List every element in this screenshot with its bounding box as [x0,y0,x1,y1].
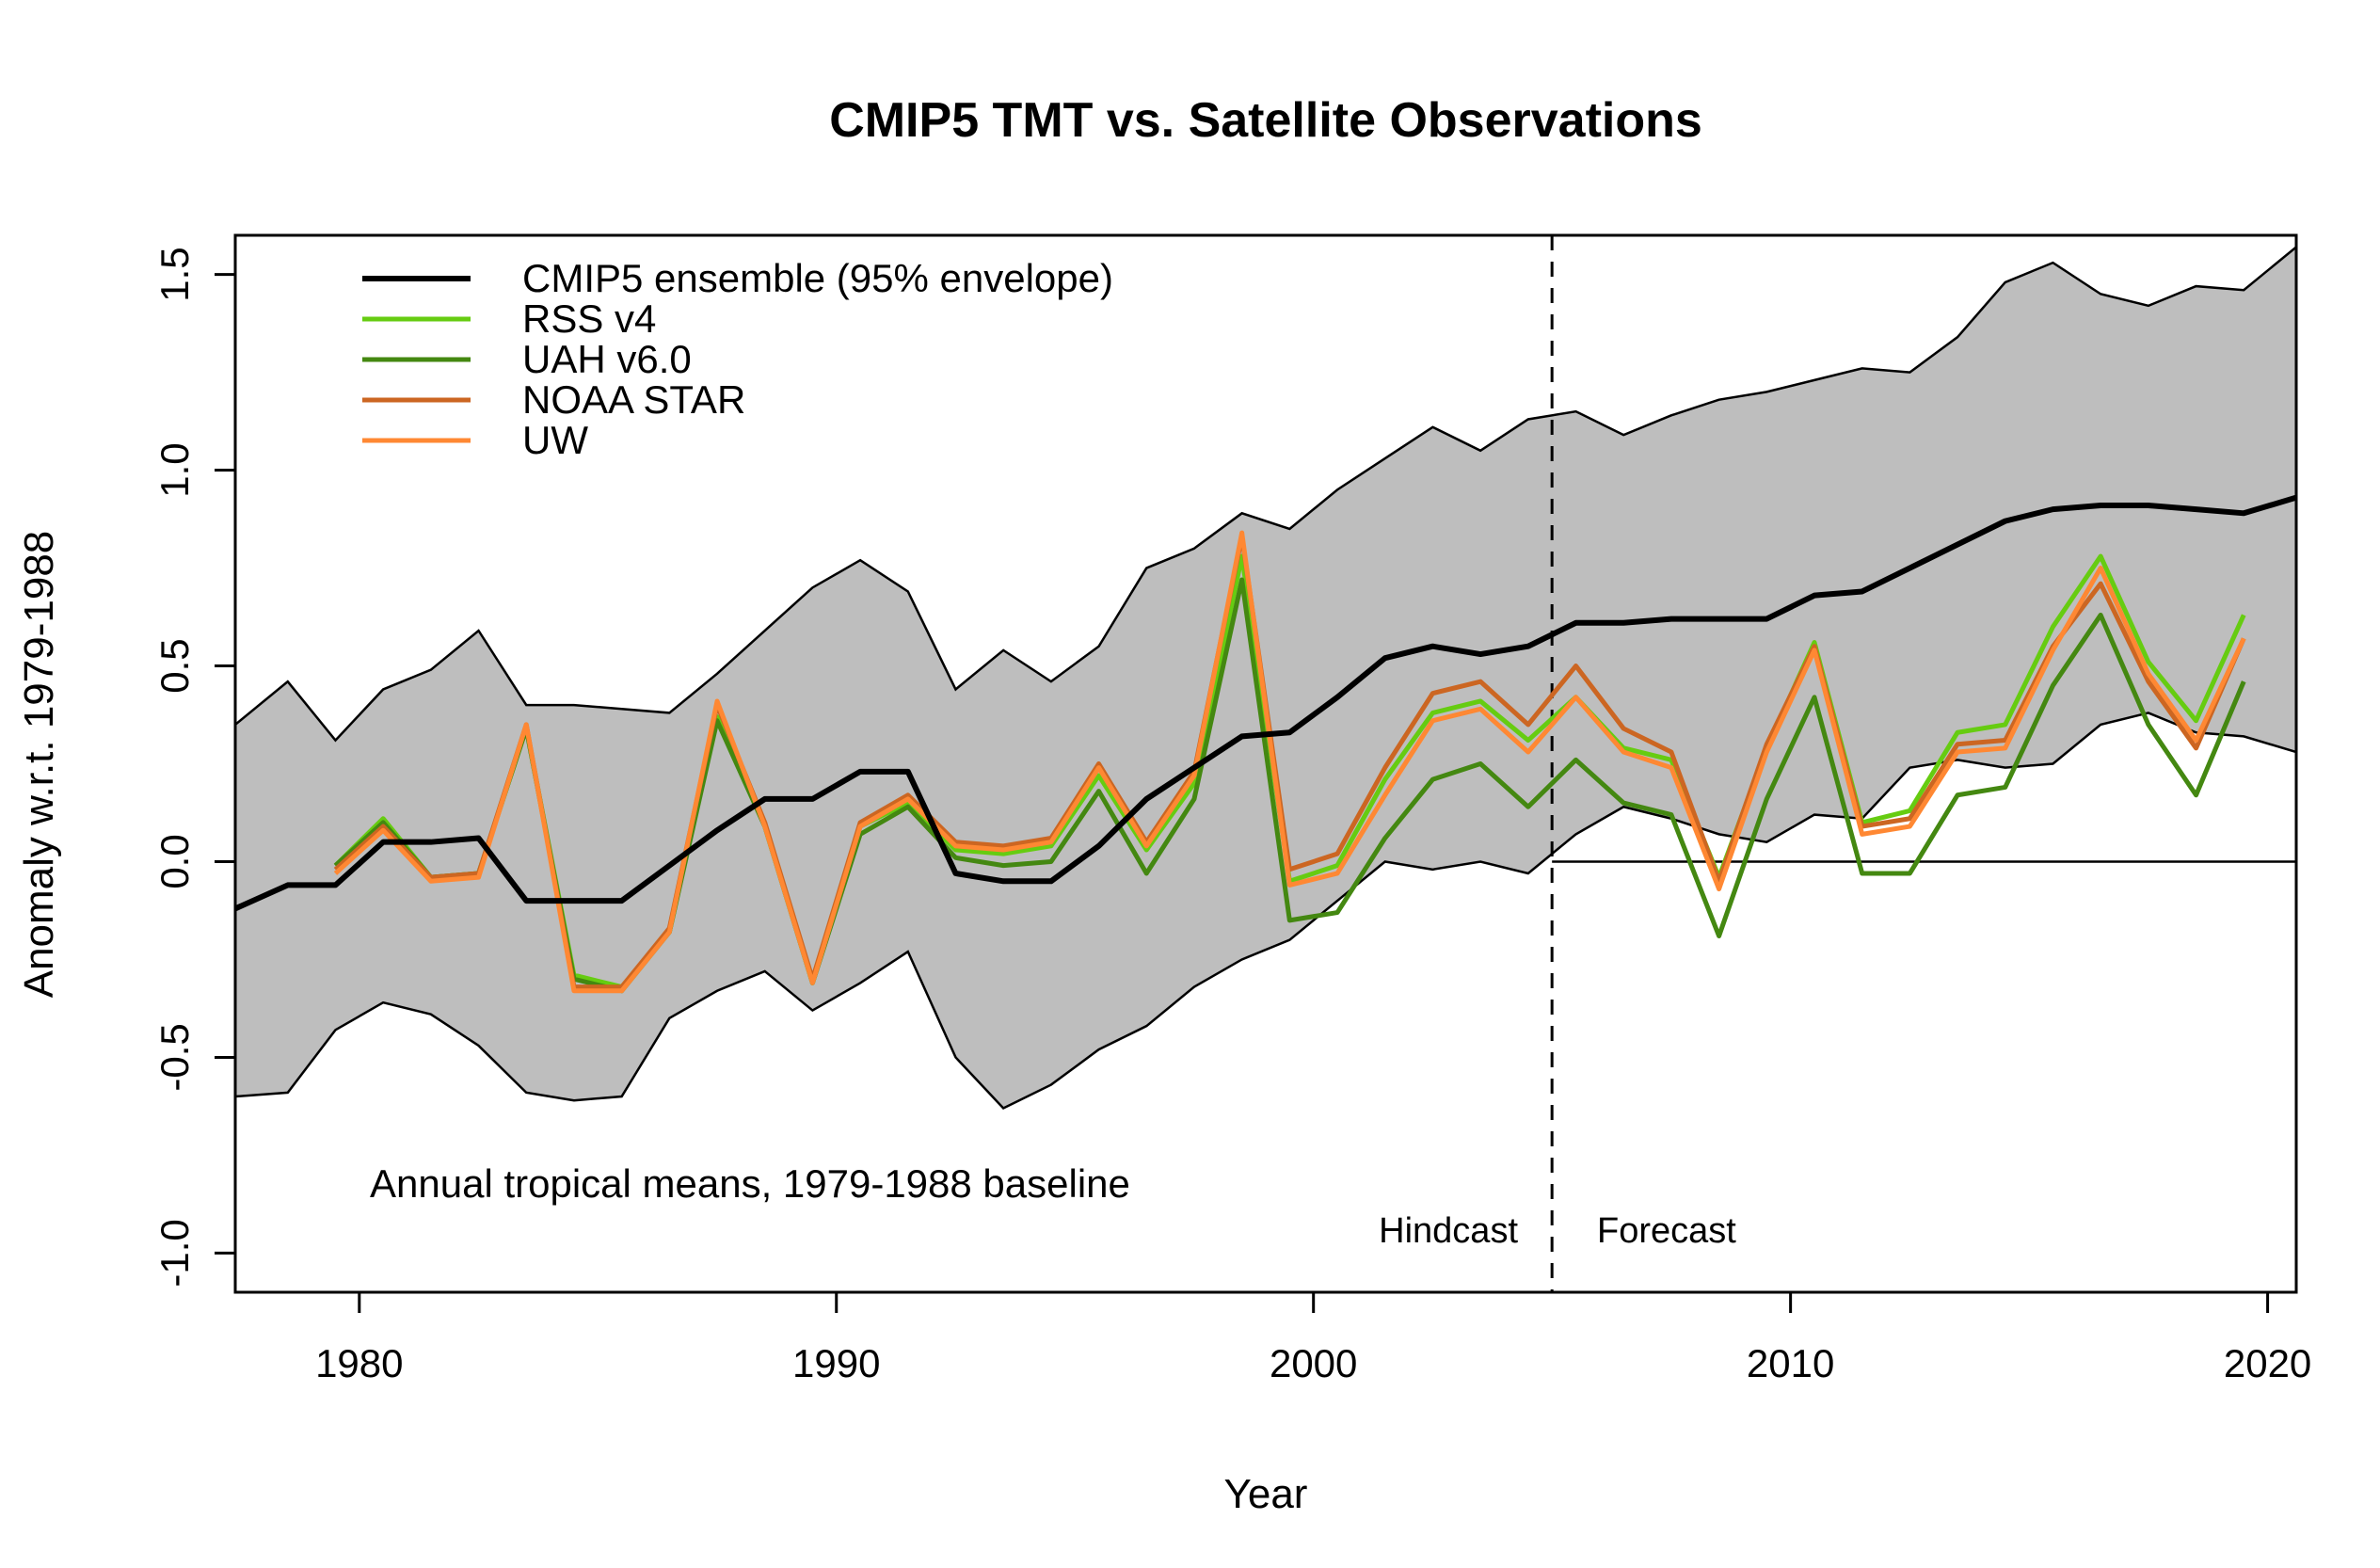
y-tick-label: -1.0 [152,1219,197,1287]
legend-label: NOAA STAR [522,377,745,422]
x-tick-label: 2000 [1270,1341,1357,1385]
hindcast-label: Hindcast [1379,1211,1518,1251]
chart-title: CMIP5 TMT vs. Satellite Observations [829,93,1702,148]
x-tick-label: 2020 [2224,1341,2311,1385]
legend-label: UW [522,418,588,462]
x-axis-title: Year [1224,1471,1308,1517]
x-tick-label: 1990 [792,1341,880,1385]
y-tick-label: -0.5 [152,1023,197,1091]
y-tick-label: 0.0 [152,834,197,888]
x-tick-label: 1980 [315,1341,403,1385]
y-axis-title: Anomaly w.r.t. 1979-1988 [16,531,62,999]
forecast-label: Forecast [1597,1211,1736,1251]
y-tick-label: 1.5 [152,247,197,301]
y-tick-label: 0.5 [152,638,197,693]
y-tick-label: 1.0 [152,442,197,497]
legend-label: RSS v4 [522,296,656,341]
legend-label: UAH v6.0 [522,337,692,381]
x-tick-label: 2010 [1747,1341,1834,1385]
baseline-annotation: Annual tropical means, 1979-1988 baselin… [370,1161,1130,1206]
legend-label: CMIP5 ensemble (95% envelope) [522,256,1113,300]
